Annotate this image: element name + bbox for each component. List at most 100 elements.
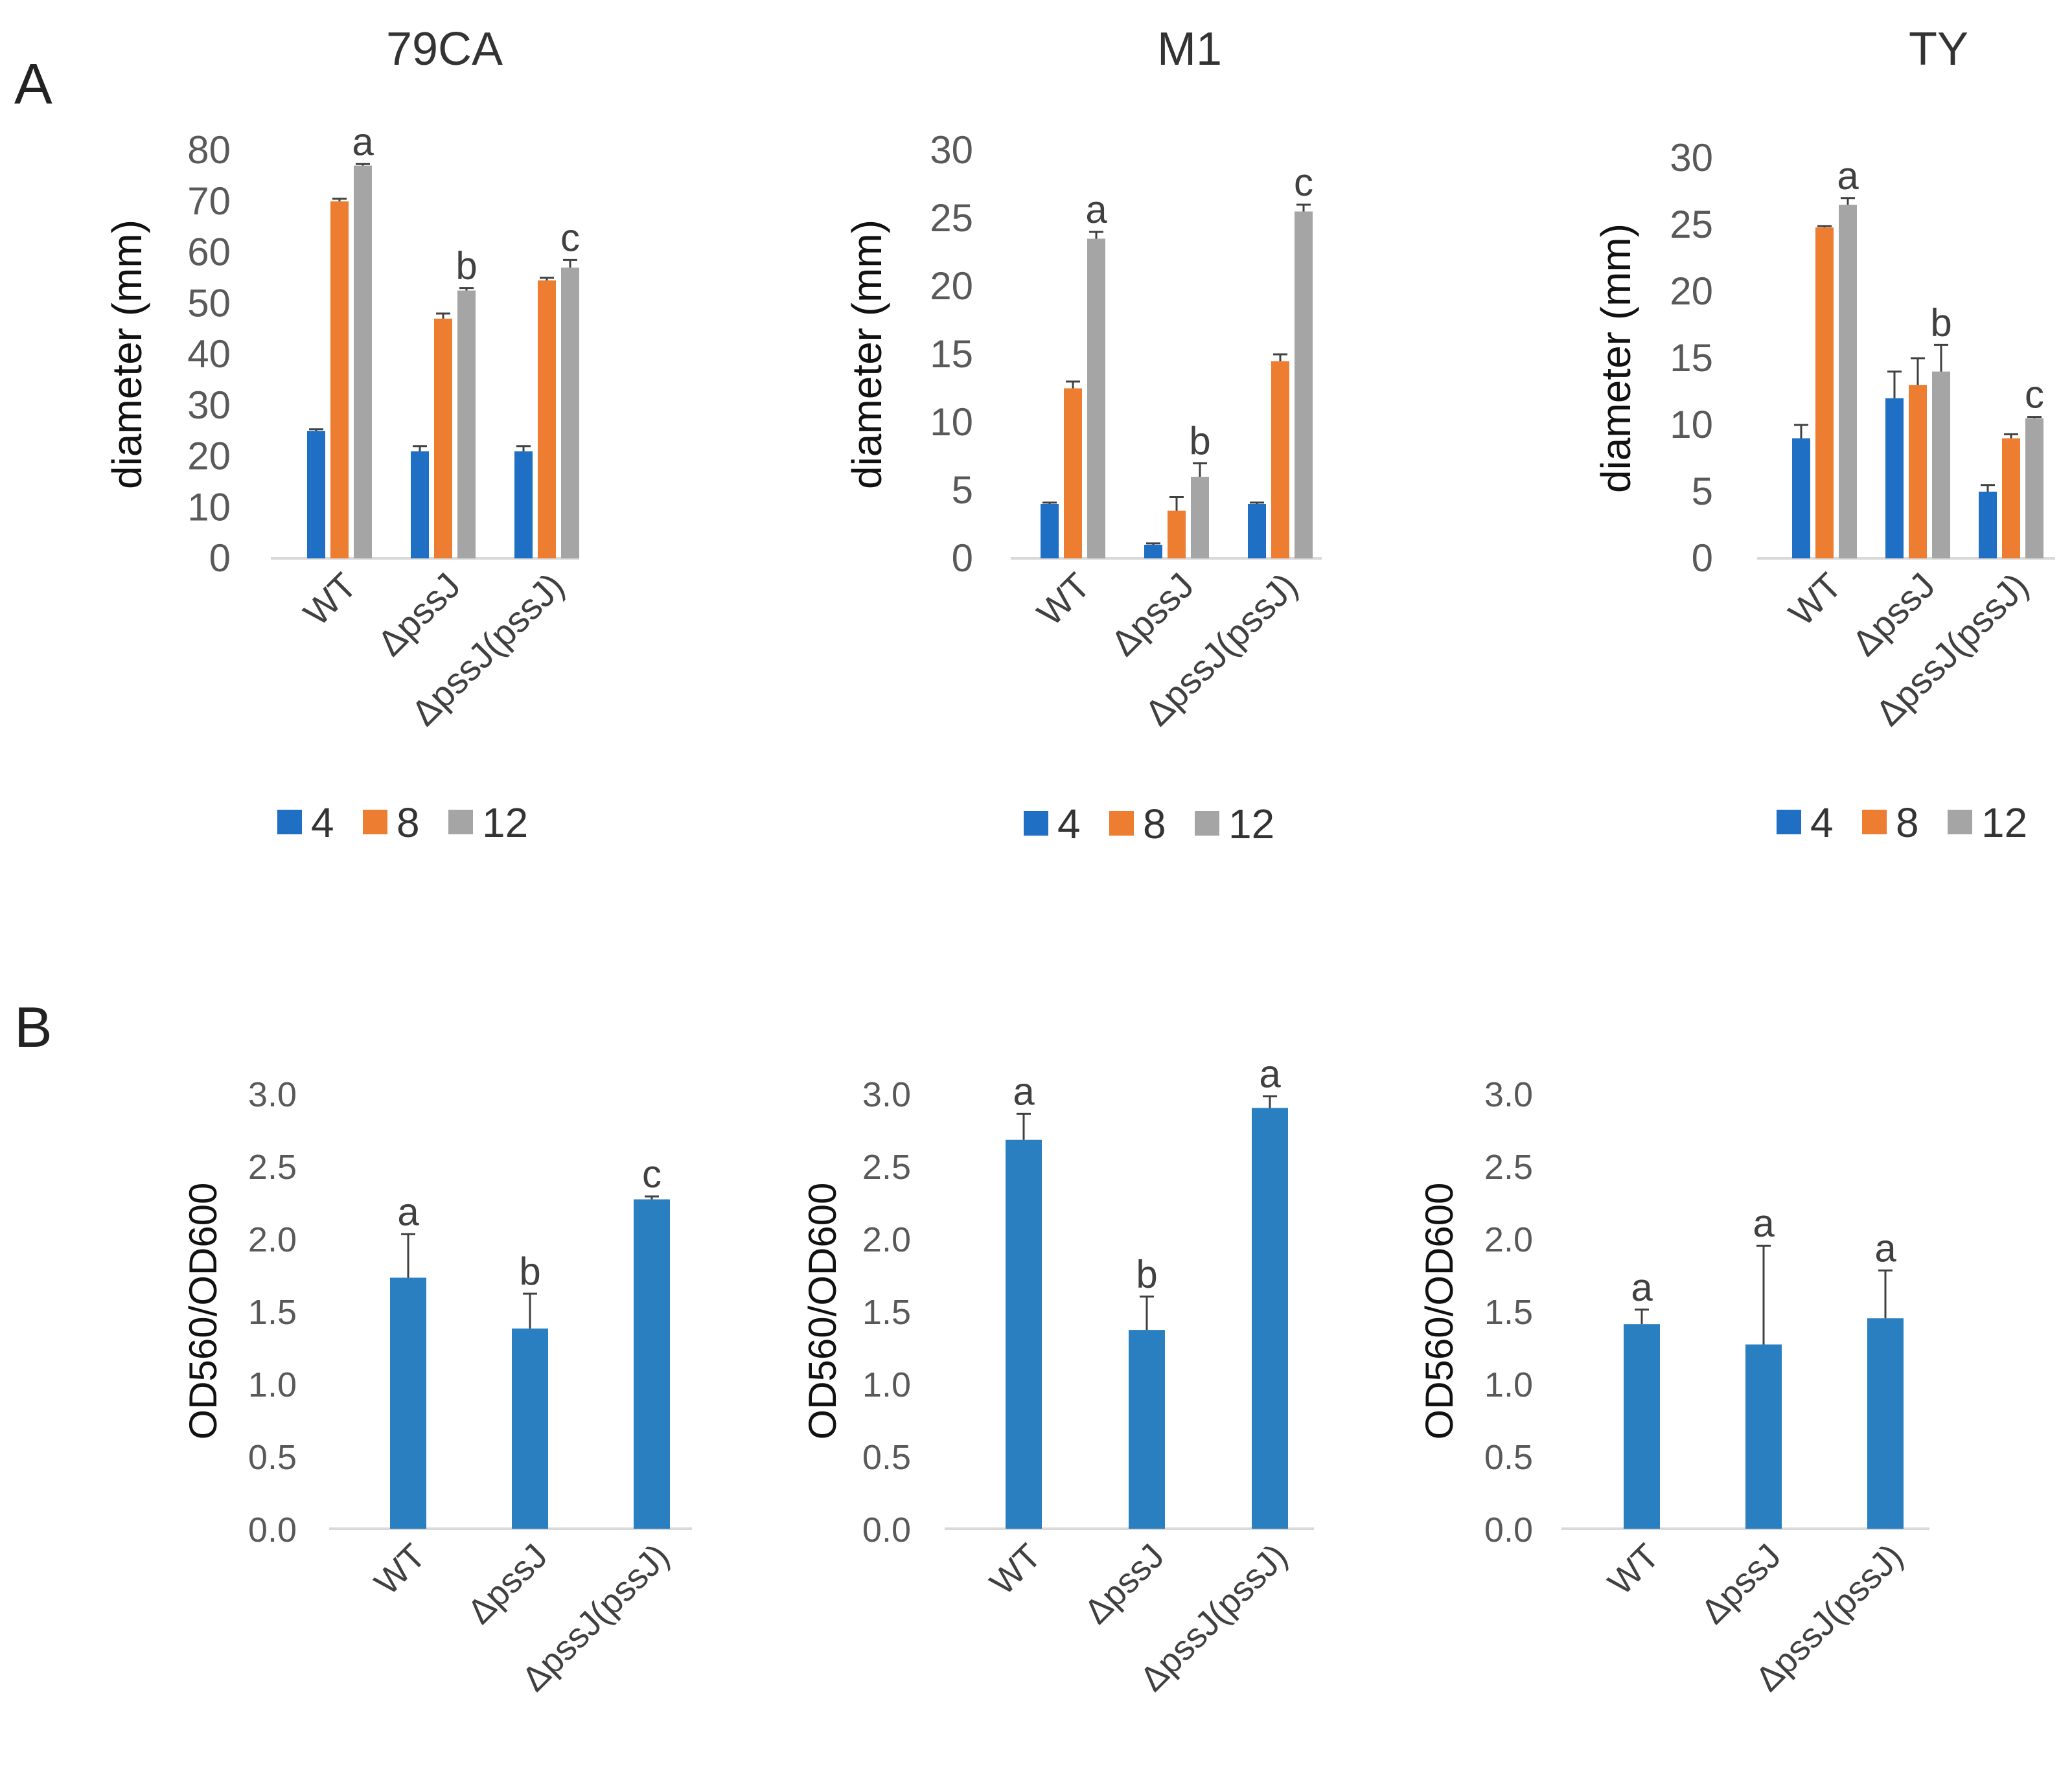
bar bbox=[1252, 1108, 1288, 1529]
x-tick-label: ΔpssJ bbox=[369, 565, 468, 663]
bar bbox=[411, 451, 429, 558]
legend-swatch bbox=[363, 810, 387, 834]
y-tick-label: 1.0 bbox=[1484, 1365, 1533, 1404]
bar bbox=[1815, 227, 1834, 558]
x-tick-label: ΔpssJ bbox=[1077, 1536, 1171, 1631]
error-bar bbox=[563, 258, 577, 268]
x-tick-label: ΔpssJ bbox=[460, 1536, 555, 1631]
y-tick-label: 3.0 bbox=[1484, 1075, 1533, 1114]
error-bar bbox=[540, 277, 554, 280]
y-tick-label: 2.5 bbox=[862, 1148, 911, 1187]
y-tick-label: 2.0 bbox=[1484, 1220, 1533, 1259]
x-tick-label: WT bbox=[983, 1536, 1049, 1603]
error-bar bbox=[1887, 371, 1902, 398]
significance-label: c bbox=[1294, 161, 1313, 204]
bar bbox=[1624, 1324, 1660, 1529]
y-tick-label: 1.5 bbox=[248, 1293, 297, 1332]
bar bbox=[1129, 1330, 1165, 1529]
y-tick-label: 2.0 bbox=[862, 1220, 911, 1259]
significance-label: a bbox=[1874, 1226, 1896, 1270]
error-bar bbox=[1017, 1112, 1031, 1140]
significance-label: b bbox=[455, 244, 477, 288]
bar bbox=[1191, 477, 1209, 558]
y-tick-label: 50 bbox=[187, 281, 231, 325]
y-tick-label: 0.0 bbox=[862, 1511, 911, 1549]
chart-5: 0.0 0.5 1.0 1.5 2.0 2.5 3.0 OD560/OD600 a WT b Δpss… bbox=[801, 1052, 1314, 1698]
bar bbox=[1168, 510, 1186, 558]
y-tick-label: 30 bbox=[930, 128, 973, 172]
error-bar bbox=[1146, 542, 1160, 545]
significance-label: a bbox=[1259, 1052, 1281, 1095]
y-axis-label: diameter (mm) bbox=[104, 220, 150, 489]
x-tick-label: WT bbox=[295, 565, 364, 634]
error-bar bbox=[1841, 197, 1855, 205]
y-tick-label: 30 bbox=[1670, 136, 1713, 179]
y-tick-label: 10 bbox=[1670, 403, 1713, 446]
y-tick-label: 1.5 bbox=[1484, 1293, 1533, 1332]
bar bbox=[1248, 504, 1266, 558]
legend-label: 4 bbox=[1810, 799, 1834, 846]
chart-1: 79CA 0 10 20 30 40 50 60 70 80 diameter (mm) a WT b Δp… bbox=[104, 23, 580, 846]
bar bbox=[1792, 438, 1810, 558]
legend-label: 8 bbox=[1896, 799, 1919, 846]
bar bbox=[457, 290, 476, 558]
legend-swatch bbox=[1777, 810, 1801, 834]
y-tick-label: 5 bbox=[952, 468, 973, 512]
chart-title: TY bbox=[1909, 23, 1968, 75]
bar bbox=[307, 431, 325, 558]
legend-swatch bbox=[1862, 810, 1887, 834]
y-tick-label: 3.0 bbox=[862, 1075, 911, 1114]
chart-4: 0.0 0.5 1.0 1.5 2.0 2.5 3.0 OD560/OD600 a WT b Δpss… bbox=[181, 1075, 692, 1698]
error-bar bbox=[332, 198, 347, 201]
bar bbox=[1867, 1318, 1904, 1529]
error-bar bbox=[1296, 203, 1311, 212]
legend-label: 8 bbox=[1143, 801, 1166, 847]
bar bbox=[1295, 211, 1313, 558]
error-bar bbox=[1042, 501, 1057, 504]
y-tick-label: 60 bbox=[187, 231, 231, 274]
significance-label: b bbox=[1189, 419, 1210, 463]
significance-label: c bbox=[642, 1152, 662, 1196]
y-tick-label: 2.5 bbox=[248, 1148, 297, 1187]
bar bbox=[1839, 205, 1857, 559]
y-tick-label: 3.0 bbox=[248, 1075, 297, 1114]
y-tick-label: 0 bbox=[209, 536, 231, 580]
error-bar bbox=[356, 163, 370, 166]
bar bbox=[1144, 545, 1162, 558]
error-bar bbox=[523, 1292, 537, 1329]
y-tick-label: 2.0 bbox=[248, 1220, 297, 1259]
y-tick-label: 25 bbox=[930, 196, 973, 240]
y-tick-label: 15 bbox=[1670, 336, 1713, 380]
y-tick-label: 20 bbox=[930, 264, 973, 308]
significance-label: a bbox=[397, 1190, 419, 1233]
y-tick-label: 15 bbox=[930, 332, 973, 376]
significance-label: c bbox=[2025, 373, 2044, 417]
error-bar bbox=[1817, 225, 1832, 228]
error-bar bbox=[401, 1233, 415, 1278]
bar bbox=[1885, 398, 1904, 558]
error-bar bbox=[1066, 380, 1080, 389]
y-tick-label: 5 bbox=[1692, 470, 1713, 513]
significance-label: a bbox=[1837, 154, 1859, 198]
y-axis-label: OD560/OD600 bbox=[801, 1183, 844, 1440]
legend-label: 4 bbox=[311, 799, 334, 846]
bar bbox=[1932, 371, 1950, 558]
significance-label: a bbox=[1013, 1069, 1035, 1113]
significance-label: a bbox=[1753, 1202, 1775, 1245]
error-bar bbox=[645, 1195, 659, 1200]
error-bar bbox=[2027, 416, 2042, 418]
error-bar bbox=[1981, 484, 1995, 492]
chart-title: M1 bbox=[1157, 23, 1222, 75]
legend-label: 8 bbox=[397, 799, 420, 846]
error-bar bbox=[516, 445, 531, 451]
panel-label-a: A bbox=[14, 52, 52, 116]
bar bbox=[390, 1277, 426, 1529]
bar bbox=[1271, 361, 1289, 558]
legend-label: 4 bbox=[1057, 801, 1081, 847]
significance-label: b bbox=[1136, 1253, 1157, 1296]
significance-label: b bbox=[519, 1250, 540, 1293]
y-tick-label: 20 bbox=[187, 435, 231, 478]
y-tick-label: 10 bbox=[930, 400, 973, 444]
error-bar bbox=[1263, 1095, 1277, 1108]
